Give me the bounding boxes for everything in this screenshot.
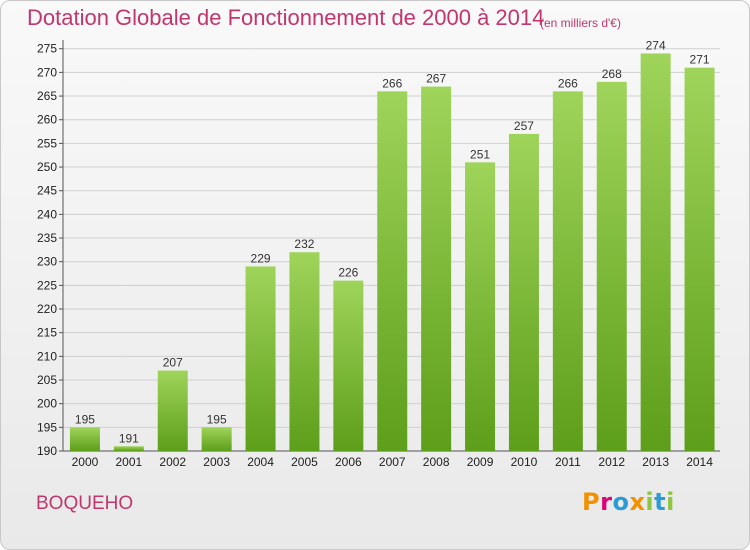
value-labels: 195 191 207 195 229 232 226 266 267 251 257 266 268 2… [75,38,710,445]
x-tick-label-2001: 2001 [115,455,142,469]
logo-letter: o [612,488,630,516]
y-tick-labels: 190 195 200 205 210 215 220 225 230 235 240 245 250 2… [37,42,57,458]
y-tick-label: 215 [37,326,57,340]
y-tick-label: 240 [37,207,57,221]
x-tick-label-2004: 2004 [247,455,274,469]
bar-2012 [596,81,627,451]
x-tick-labels: 2000 2001 2002 2003 2004 2005 2006 2007 2008 2009… [72,455,714,469]
value-label-2004: 229 [251,251,271,265]
x-tick-label-2003: 2003 [203,455,230,469]
commune-name: BOQUEHO [36,493,134,514]
value-label-2007: 266 [382,76,402,90]
bar-2003 [201,427,232,451]
y-tick-label: 220 [37,302,57,316]
value-label-2014: 271 [690,53,710,67]
value-label-2000: 195 [75,412,95,426]
x-tick-label-2012: 2012 [598,455,625,469]
x-tick-label-2010: 2010 [511,455,538,469]
value-label-2006: 226 [338,266,358,280]
y-tick-label: 210 [37,349,57,363]
chart-title: Dotation Globale de Fonctionnement de 20… [27,5,545,30]
value-label-2003: 195 [207,412,227,426]
logo-letter: i [645,488,655,516]
x-tick-label-2014: 2014 [686,455,713,469]
y-tick-label: 235 [37,231,57,245]
bar-2010 [508,133,539,451]
bar-2002 [157,370,188,451]
bar-2011 [552,91,583,451]
value-label-2002: 207 [163,356,183,370]
bar-2014 [684,67,715,452]
bar-2004 [245,266,276,451]
x-tick-label-2000: 2000 [72,455,99,469]
x-tick-label-2006: 2006 [335,455,362,469]
proxiti-logo: Proxiti [582,488,675,516]
bar-2001 [113,446,144,451]
bars [69,53,715,452]
logo-letter: t [654,488,667,516]
logo-letter: P [582,488,601,516]
y-tick-label: 245 [37,184,57,198]
x-tick-label-2013: 2013 [642,455,669,469]
x-tick-label-2005: 2005 [291,455,318,469]
y-tick-label: 260 [37,113,57,127]
bar-2008 [421,86,452,452]
value-label-2012: 268 [602,67,622,81]
y-tick-label: 200 [37,397,57,411]
chart-unit: (en milliers d'€) [540,16,621,30]
value-label-2001: 191 [119,431,139,445]
y-tick-label: 255 [37,136,57,150]
value-label-2005: 232 [294,237,314,251]
y-tick-label: 265 [37,89,57,103]
y-tick-label: 250 [37,160,57,174]
value-label-2013: 274 [646,38,666,52]
bar-2005 [289,252,320,451]
y-tick-label: 205 [37,373,57,387]
y-tick-label: 225 [37,278,57,292]
y-tick-label: 190 [37,444,57,458]
x-tick-label-2011: 2011 [555,455,581,469]
y-tick-label: 275 [37,42,57,56]
x-tick-label-2008: 2008 [423,455,450,469]
y-tick-label: 270 [37,65,57,79]
logo-letter: i [666,488,675,516]
y-tick-label: 230 [37,255,57,269]
x-tick-label-2007: 2007 [379,455,406,469]
bar-2007 [377,91,408,451]
value-label-2009: 251 [470,147,490,161]
y-tick-label: 195 [37,420,57,434]
bar-2006 [333,280,364,451]
value-label-2010: 257 [514,119,534,133]
value-label-2008: 267 [426,72,446,86]
logo-letter: x [629,488,646,516]
bar-2000 [69,427,100,451]
bar-2013 [640,53,671,451]
x-tick-label-2002: 2002 [159,455,186,469]
x-tick-label-2009: 2009 [467,455,494,469]
logo-letter: r [600,488,613,516]
value-label-2011: 266 [558,76,578,90]
bar-2009 [465,162,496,451]
